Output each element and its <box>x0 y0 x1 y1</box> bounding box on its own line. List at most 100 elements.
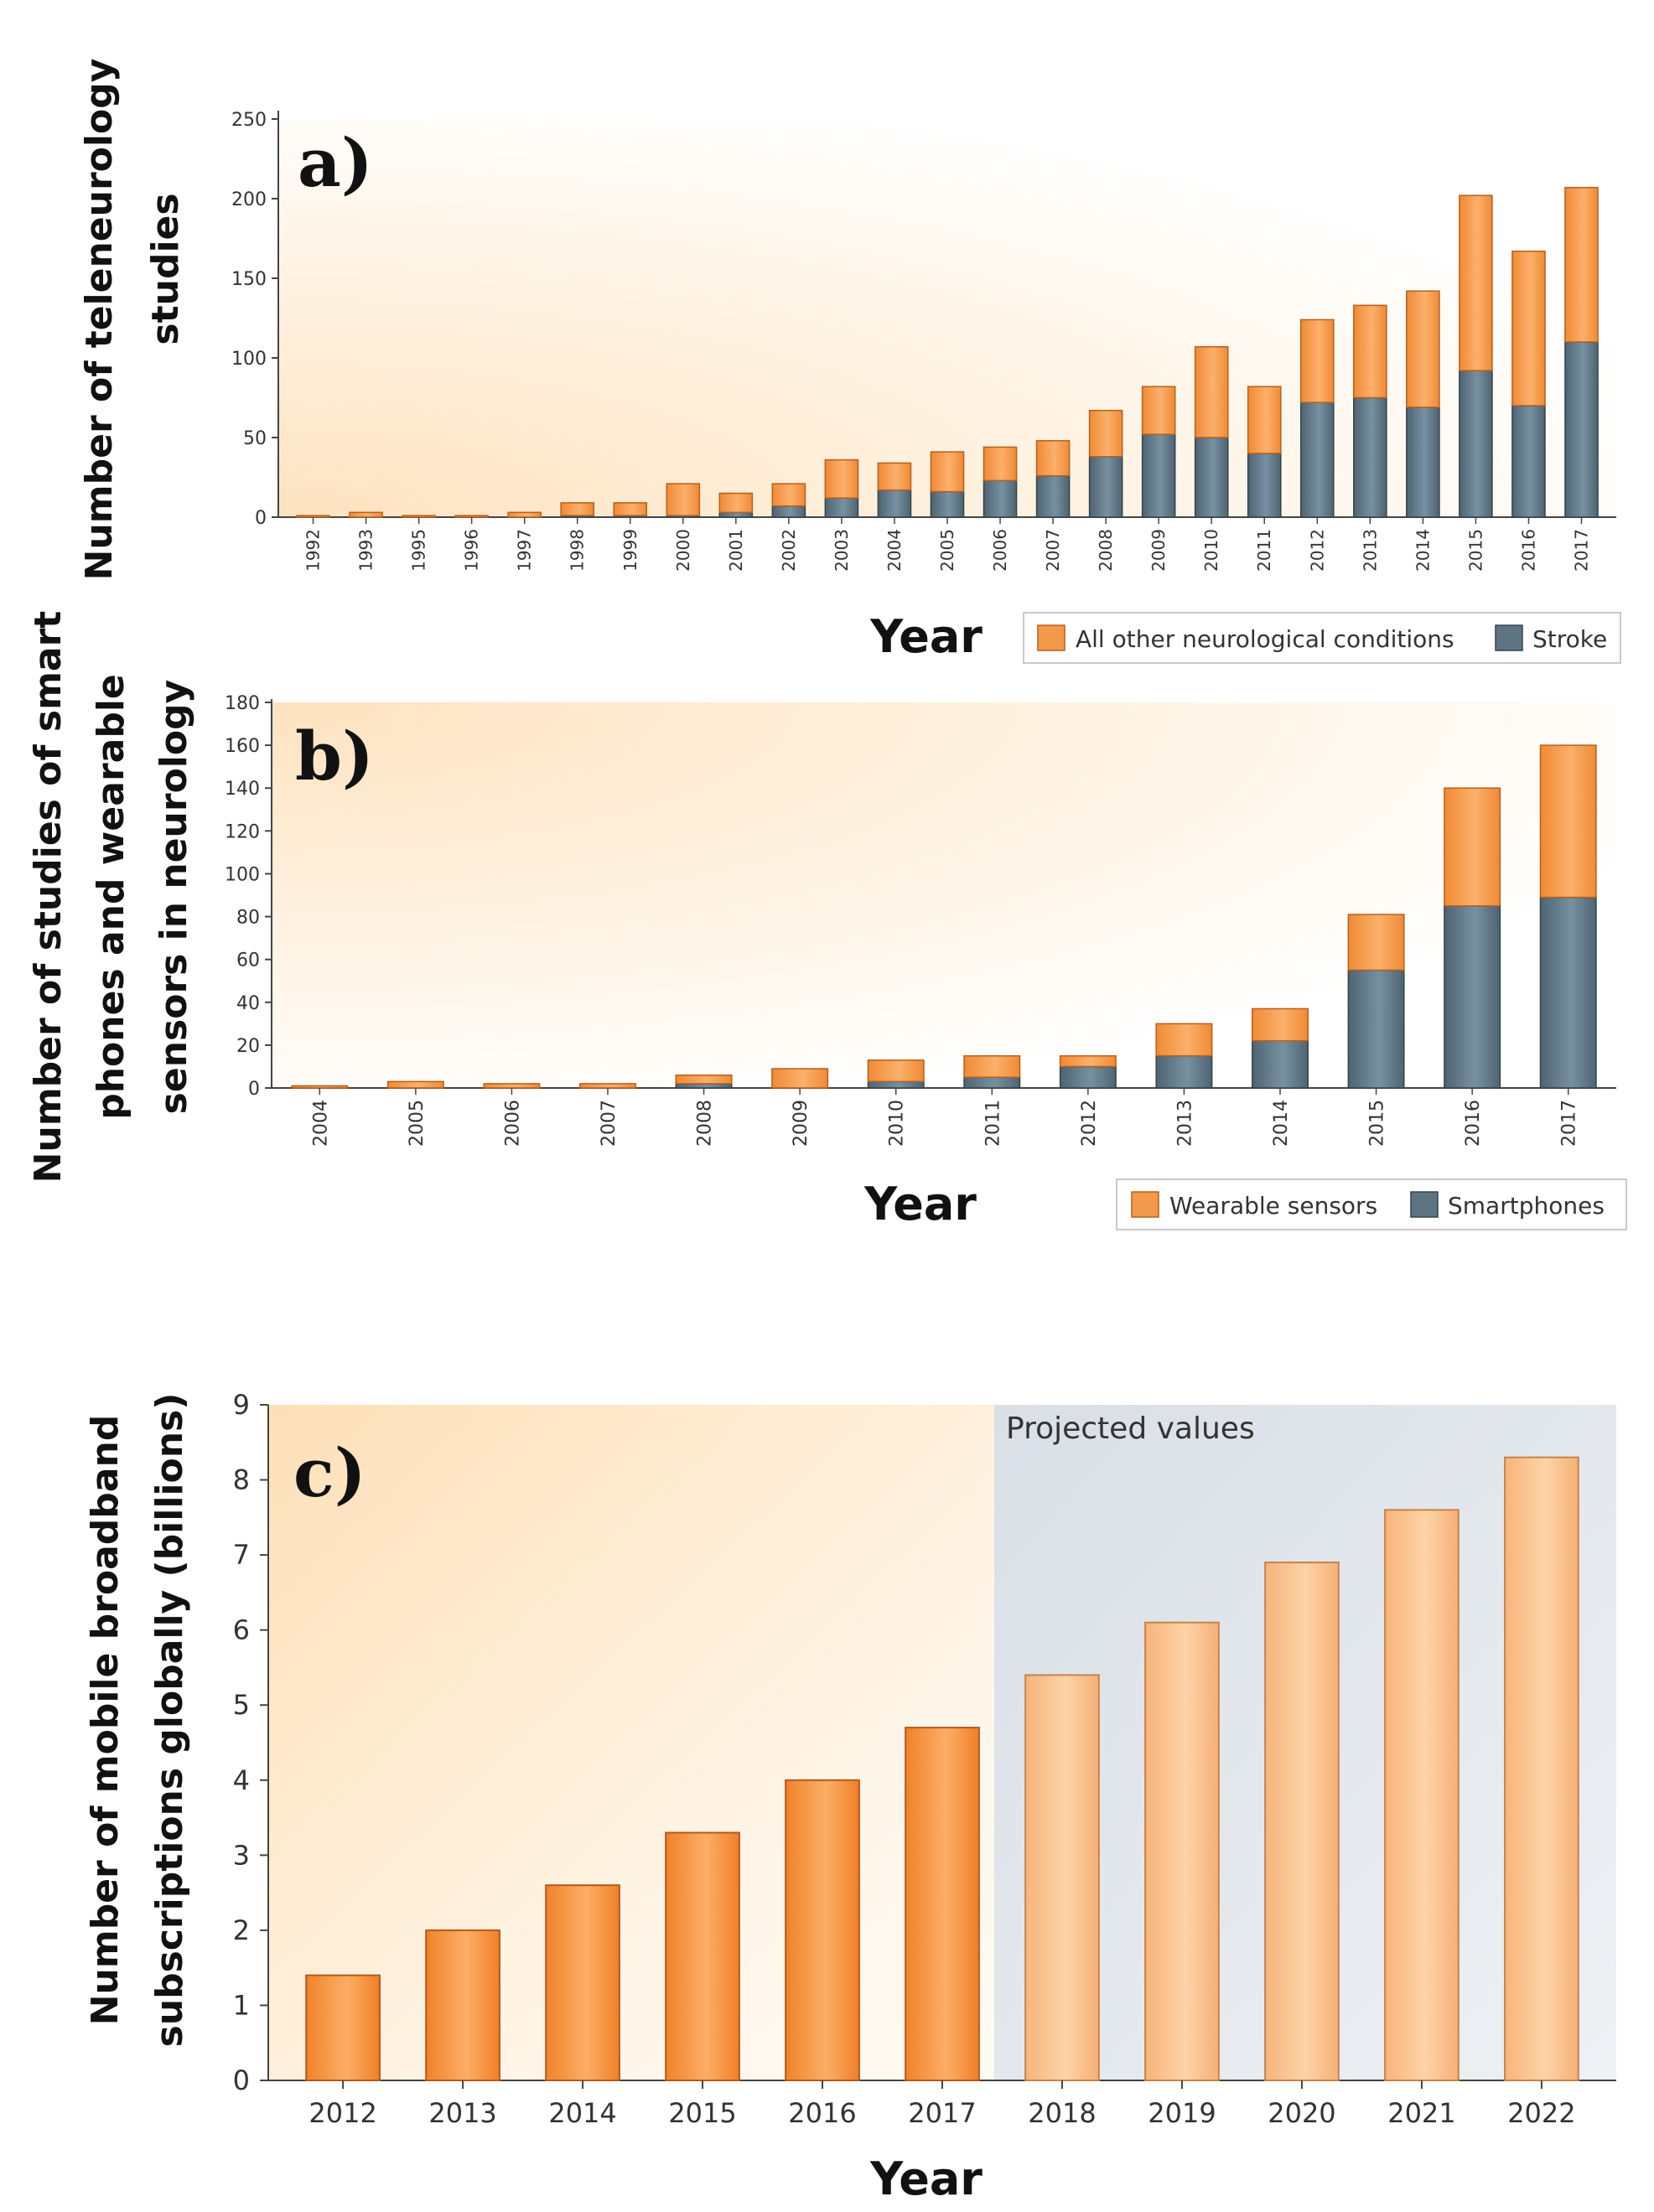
y-tick-label: 140 <box>225 779 260 800</box>
y-tick-label: 2 <box>233 1914 250 1946</box>
y-tick-label: 150 <box>231 269 267 290</box>
bar-other-conditions <box>507 511 542 518</box>
legend-label-stroke: Stroke <box>1532 625 1607 653</box>
bar-wearable-sensors <box>386 1080 444 1089</box>
x-axis-title: Year <box>869 2152 983 2205</box>
x-tick-label: 2017 <box>908 2097 976 2129</box>
x-tick-label: 2009 <box>1148 529 1169 572</box>
bar-wearable-sensors <box>483 1083 541 1089</box>
x-tick-label: 2015 <box>1367 1100 1388 1147</box>
x-tick-label: 2015 <box>668 2097 736 2129</box>
x-tick-label: 2009 <box>791 1100 811 1147</box>
x-tick-label: 2017 <box>1559 1100 1580 1147</box>
bar-other-conditions <box>1141 386 1176 435</box>
bar-stroke <box>877 489 912 518</box>
x-tick-label: 2015 <box>1465 529 1485 572</box>
bar-projected <box>1144 1621 1220 2081</box>
x-tick-label: 2006 <box>502 1100 523 1147</box>
bar-wearable-sensors <box>675 1074 733 1085</box>
y-tick-label: 160 <box>225 736 260 757</box>
bar-smartphones <box>675 1083 733 1089</box>
y-tick-label: 60 <box>236 951 260 971</box>
bar-other-conditions <box>1459 194 1493 371</box>
x-tick-label: 2014 <box>1271 1100 1292 1147</box>
bar-smartphones <box>963 1076 1021 1089</box>
bar-other-conditions <box>613 502 648 516</box>
y-tick-label: 5 <box>233 1689 250 1721</box>
bar-stroke <box>1406 407 1440 518</box>
y-tick-label: 100 <box>231 349 267 370</box>
bar-other-conditions <box>349 511 383 518</box>
y-tick-label: 100 <box>225 864 260 885</box>
bar-stroke <box>771 505 806 518</box>
bar-smartphones <box>1059 1065 1117 1089</box>
x-tick-label: 1992 <box>303 529 324 572</box>
y-tick-label: 20 <box>236 1036 260 1057</box>
bar-other-conditions <box>1247 386 1282 454</box>
bar-projected <box>1504 1456 1579 2081</box>
x-tick-label: 1999 <box>620 529 640 572</box>
x-tick-label: 2013 <box>1360 529 1380 572</box>
bar-smartphones <box>1252 1040 1309 1089</box>
bar-wearable-sensors <box>1059 1054 1117 1068</box>
legend-label-smartphones: Smartphones <box>1448 1192 1605 1220</box>
x-tick-label: 2017 <box>1571 529 1591 572</box>
x-tick-label: 2016 <box>1463 1100 1484 1147</box>
x-tick-label: 2007 <box>599 1100 620 1147</box>
bar-other-conditions <box>877 462 912 491</box>
bar-other-conditions <box>454 515 489 518</box>
bar-stroke <box>1194 437 1229 518</box>
bar-stroke <box>1564 341 1599 518</box>
x-tick-label: 1996 <box>462 529 482 572</box>
panel-b-background <box>272 702 1616 1088</box>
bar-other-conditions <box>718 492 754 514</box>
bar-wearable-sensors <box>579 1083 636 1089</box>
x-tick-label: 2002 <box>779 529 799 572</box>
x-tick-label: 2012 <box>1307 529 1327 572</box>
bar-observed <box>545 1884 620 2081</box>
bar-stroke <box>930 490 965 518</box>
y-tick-label: 3 <box>233 1839 250 1871</box>
x-tick-label: 2000 <box>673 529 693 572</box>
legend-label-other: All other neurological conditions <box>1076 625 1454 653</box>
x-tick-label: 1993 <box>356 529 376 572</box>
x-tick-label: 2005 <box>937 529 957 572</box>
bar-stroke <box>824 497 859 518</box>
bar-projected <box>1264 1562 1340 2081</box>
legend-label-wearable: Wearable sensors <box>1169 1192 1377 1220</box>
x-tick-label: 2011 <box>1254 529 1274 572</box>
bar-other-conditions <box>983 446 1018 482</box>
bar-stroke <box>1511 405 1546 518</box>
bar-wearable-sensors <box>291 1085 349 1089</box>
y-tick-label: 200 <box>231 189 267 210</box>
bar-projected <box>1384 1509 1460 2081</box>
bar-smartphones <box>1444 905 1501 1089</box>
legend-swatch-other <box>1037 624 1066 651</box>
bar-smartphones <box>1155 1054 1213 1089</box>
projected-values-annotation: Projected values <box>1006 1412 1255 1446</box>
x-tick-label: 2014 <box>548 2097 616 2129</box>
x-tick-label: 2001 <box>726 529 746 572</box>
x-tick-label: 2014 <box>1413 529 1433 572</box>
x-tick-label: 2004 <box>310 1100 331 1147</box>
panel-c-background <box>268 1405 994 2080</box>
legend-box <box>1116 1179 1627 1230</box>
x-tick-label: 2021 <box>1387 2097 1455 2129</box>
y-tick-label: 120 <box>225 821 260 842</box>
x-tick-label: 2010 <box>887 1100 908 1147</box>
x-tick-label: 2013 <box>1174 1100 1195 1147</box>
x-tick-label: 1998 <box>568 529 588 572</box>
bar-other-conditions <box>1035 440 1071 477</box>
bar-other-conditions <box>560 502 595 516</box>
x-tick-label: 1997 <box>515 529 535 572</box>
bar-other-conditions <box>1564 186 1599 343</box>
bar-wearable-sensors <box>963 1054 1021 1078</box>
bar-wearable-sensors <box>1539 744 1597 899</box>
bar-other-conditions <box>771 483 806 507</box>
y-tick-label: 80 <box>236 908 260 929</box>
panel-label-c: c) <box>293 1433 366 1512</box>
panel-c: 0 1 2 3 4 5 6 7 8 9 2012 2013 2014 2015 2016 2017 2018 20… <box>84 1389 1616 2205</box>
bar-other-conditions <box>930 451 965 493</box>
bar-observed <box>905 1727 980 2081</box>
